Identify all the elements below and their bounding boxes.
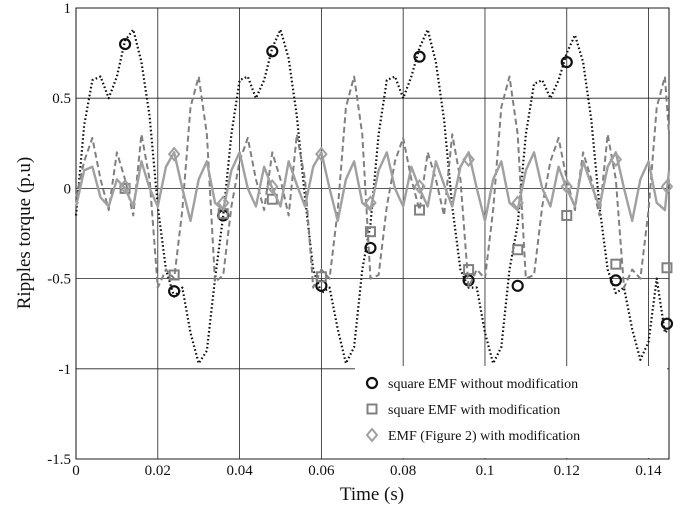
series-marker	[364, 195, 377, 211]
x-axis-label: Time (s)	[340, 484, 404, 505]
series-1	[74, 28, 674, 365]
series-marker	[462, 151, 475, 168]
x-tick-label: 0.1	[476, 463, 495, 479]
series-marker	[610, 258, 622, 270]
series-3	[74, 146, 674, 223]
series-layer	[74, 28, 674, 365]
series-marker	[609, 274, 622, 287]
legend-box	[355, 366, 667, 458]
ticks: 0 0.02 0.04 0.06 0.08 0.1 0.12 0.14 -1.5 -1 -0.5 0 0…	[47, 1, 662, 479]
x-tick-label: 0.04	[226, 463, 253, 479]
x-tick-label: 0.12	[554, 463, 580, 479]
series-marker	[315, 271, 327, 283]
y-tick-label: 0	[64, 181, 72, 197]
x-tick-label: 0	[72, 463, 80, 479]
series-marker	[660, 179, 674, 195]
y-tick-label: 0.5	[52, 91, 71, 107]
series-marker	[463, 264, 475, 276]
legend-label: square EMF without modification	[388, 377, 578, 392]
legend-label: square EMF with modification	[388, 403, 560, 418]
series-marker	[561, 209, 573, 221]
x-tick-label: 0.06	[308, 463, 335, 479]
legend-label: EMF (Figure 2) with modification	[388, 429, 580, 444]
y-tick-label: 1	[64, 1, 72, 17]
series-marker	[118, 179, 132, 195]
series-marker	[661, 262, 673, 274]
series-marker	[609, 151, 623, 168]
series-marker	[266, 179, 279, 195]
series-marker	[414, 204, 426, 216]
series-marker	[168, 285, 181, 298]
series-marker	[364, 226, 376, 238]
series-marker	[167, 146, 181, 162]
series-marker	[216, 195, 230, 211]
x-tick-label: 0.14	[635, 463, 662, 479]
legend-marker	[365, 376, 379, 390]
series-marker	[315, 146, 328, 162]
series-marker	[511, 279, 524, 292]
series-line	[74, 28, 670, 365]
series-marker	[560, 179, 574, 195]
series-marker	[660, 317, 674, 330]
series-marker	[118, 37, 132, 51]
y-tick-label: -0.5	[47, 272, 71, 288]
series-marker	[266, 45, 279, 58]
y-tick-label: -1.5	[47, 452, 71, 468]
legend-marker	[366, 403, 378, 415]
series-marker	[560, 56, 573, 69]
series-marker	[413, 50, 426, 63]
legend-marker	[365, 427, 379, 443]
series-marker	[364, 241, 377, 255]
series-marker	[413, 179, 426, 195]
x-tick-label: 0.02	[145, 463, 171, 479]
y-axis-label: Ripples torque (p.u)	[14, 157, 35, 310]
x-tick-label: 0.08	[390, 463, 416, 479]
series-marker	[512, 244, 524, 256]
series-marker	[168, 269, 180, 281]
y-tick-label: -1	[59, 362, 72, 378]
legend: square EMF without modification square EM…	[355, 366, 667, 458]
series-marker	[511, 195, 524, 211]
series-2	[75, 75, 673, 289]
